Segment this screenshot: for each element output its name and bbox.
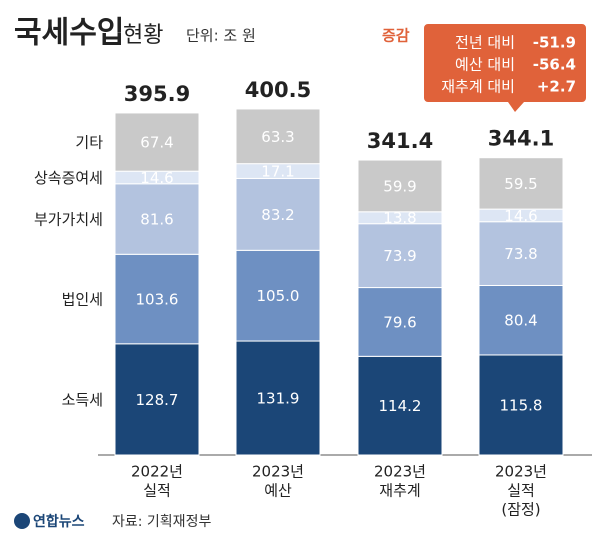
value-label: 17.1 [261, 163, 294, 181]
change-box [424, 24, 586, 112]
value-label: 80.4 [504, 312, 537, 330]
total-label: 395.9 [124, 82, 190, 106]
bar-segment [478, 221, 564, 286]
total-label: 344.1 [488, 127, 554, 151]
chart-title: 국세수입 [14, 16, 124, 51]
value-label: 63.3 [261, 128, 294, 146]
x-tick-label: 2022년 [131, 463, 183, 481]
bar-segment [357, 223, 443, 289]
bar-segment [357, 159, 443, 213]
value-label: 59.5 [504, 175, 537, 193]
bar-segment [235, 340, 321, 456]
value-label: 14.6 [504, 207, 537, 225]
value-label: 67.4 [140, 134, 173, 152]
x-tick-label: 2023년 [374, 463, 426, 481]
value-label: 14.6 [140, 169, 173, 187]
value-label: 73.9 [383, 247, 416, 265]
x-tick-label: (잠정) [501, 501, 540, 519]
x-tick-label: 재추계 [379, 482, 420, 500]
x-tick-label: 실적 [143, 482, 171, 500]
x-tick-label: 2023년 [495, 463, 547, 481]
bar-segment [478, 354, 564, 456]
bar-segment [357, 287, 443, 357]
legend-label: 부가가치세 [34, 211, 103, 229]
total-label: 400.5 [245, 78, 311, 102]
bar-segment [114, 112, 200, 172]
value-label: 83.2 [261, 206, 294, 224]
legend-label: 기타 [75, 134, 103, 152]
logo-icon [14, 513, 30, 529]
unit-label: 단위: 조 원 [186, 27, 256, 45]
x-tick-label: 예산 [264, 482, 292, 500]
total-label: 341.4 [367, 129, 433, 153]
bar-segment [478, 157, 564, 210]
change-label: 재추계 대비 [441, 78, 515, 96]
legend-label: 법인세 [62, 291, 103, 309]
value-label: 79.6 [383, 313, 416, 331]
value-label: 13.8 [383, 209, 416, 227]
value-label: 128.7 [136, 391, 179, 409]
legend-label: 소득세 [62, 391, 103, 409]
bar-segment [114, 253, 200, 345]
chart-subtitle: 현황 [123, 23, 163, 48]
value-label: 103.6 [136, 291, 179, 309]
source: 자료: 기획재정부 [112, 514, 211, 530]
value-label: 73.8 [504, 245, 537, 263]
bar-segment [235, 177, 321, 251]
bar-segment [235, 108, 321, 165]
change-value: -56.4 [533, 56, 576, 74]
bar-segment [114, 183, 200, 255]
change-label: 예산 대비 [455, 56, 515, 74]
change-label: 전년 대비 [455, 34, 515, 52]
value-label: 105.0 [257, 287, 300, 305]
bar-segment [478, 284, 564, 356]
x-tick-label: 2023년 [252, 463, 304, 481]
bar-segment [357, 355, 443, 456]
value-label: 81.6 [140, 211, 173, 229]
legend-label: 상속증여세 [34, 169, 103, 187]
bar-segment [114, 343, 200, 456]
change-value: +2.7 [537, 78, 576, 96]
change-value: -51.9 [533, 34, 576, 52]
value-label: 115.8 [500, 396, 543, 414]
value-label: 131.9 [257, 390, 300, 408]
value-label: 59.9 [383, 177, 416, 195]
bar-segment [235, 249, 321, 342]
logo: 연합뉴스 [33, 513, 85, 530]
x-tick-label: 실적 [507, 482, 535, 500]
change-title: 증감 [382, 27, 410, 45]
value-label: 114.2 [379, 397, 422, 415]
